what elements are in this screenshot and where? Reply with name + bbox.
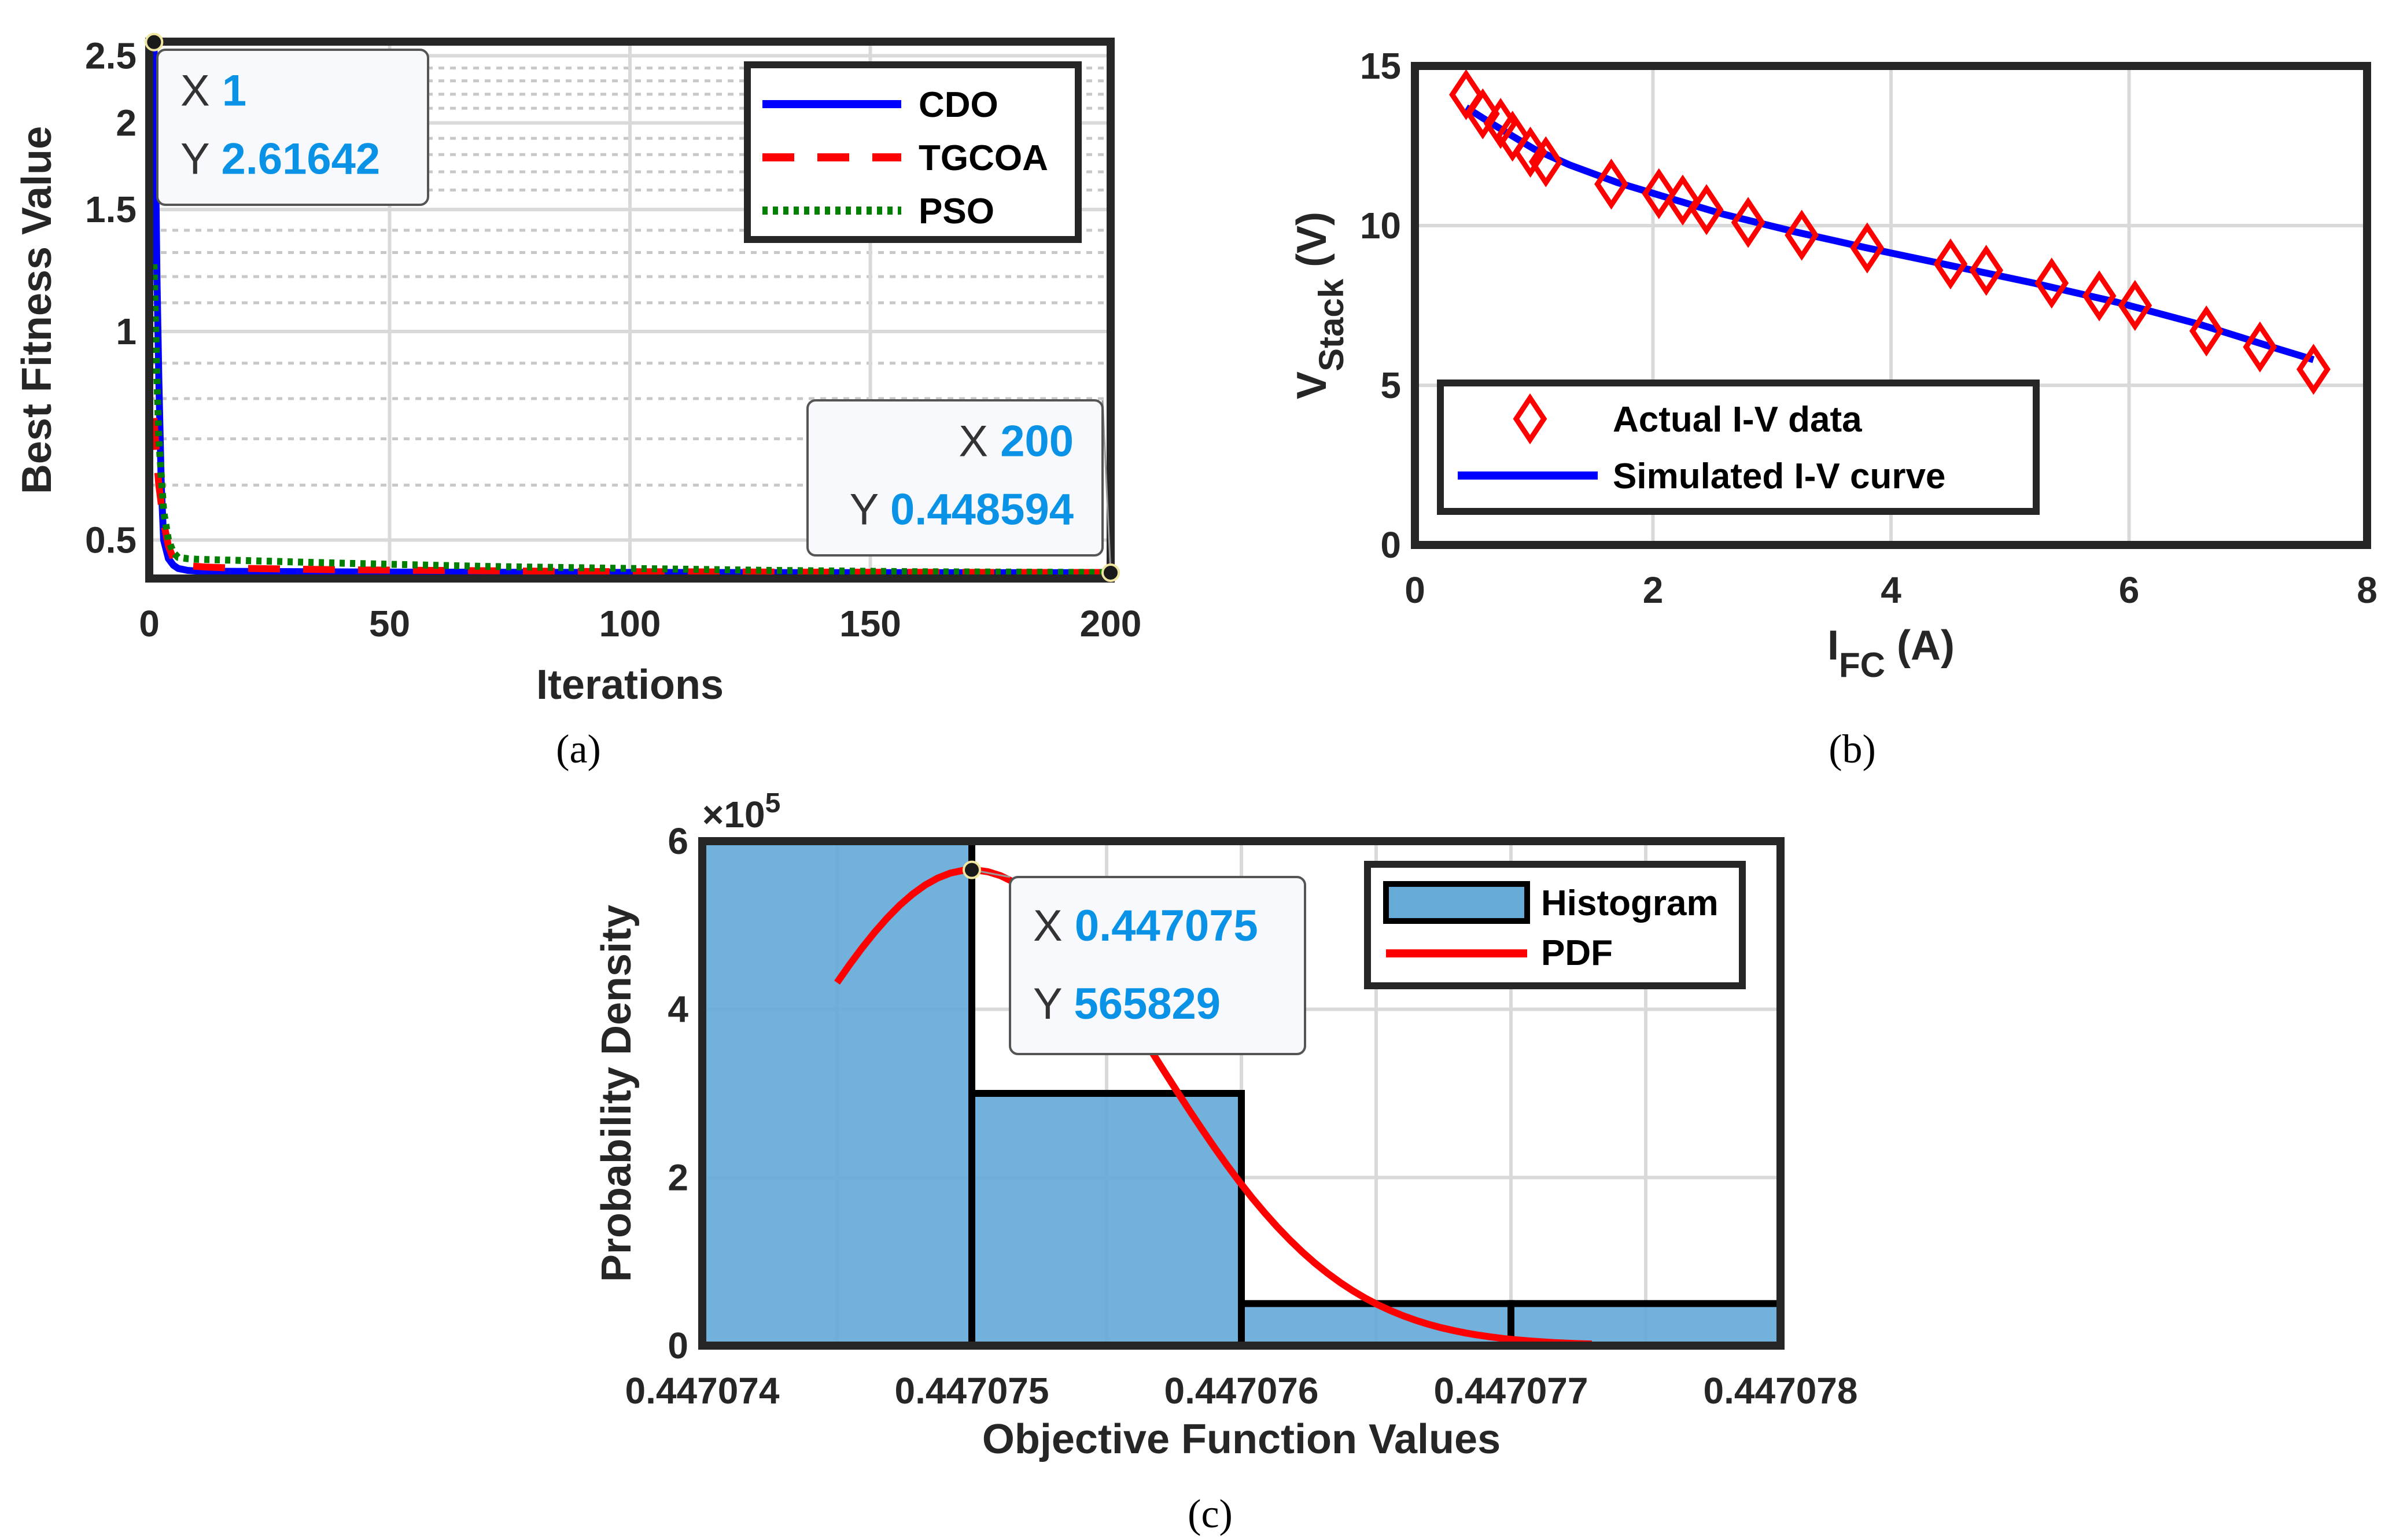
- a-legend: CDO TGCOA PSO: [744, 61, 1082, 243]
- b-actual-point: [1642, 168, 1676, 219]
- b-legend-box: [1437, 380, 2040, 515]
- b-actual-point: [1665, 174, 1700, 226]
- c-legend: Histogram PDF: [1364, 861, 1746, 989]
- a-datatip-2-box: [806, 399, 1104, 557]
- a-y-axis-label: Best Fitness Value: [14, 126, 60, 494]
- a-x-tick-label: 0: [139, 603, 160, 644]
- a-datatip-1-box: [156, 49, 429, 206]
- b-actual-point: [1513, 126, 1547, 178]
- b-x-tick-label: 8: [2357, 569, 2377, 611]
- a-axes-box: [145, 38, 1115, 583]
- a-y-tick-label: 2.5: [85, 35, 137, 76]
- b-actual-point: [1689, 184, 1724, 235]
- chart-b-iv-curve: 0 2 4 6 8 0 5 10 15 IFC (A) VStack (V) Actual I-V d…: [1289, 45, 2377, 772]
- a-caption: (a): [556, 727, 601, 772]
- a-x-tick-label: 200: [1080, 603, 1142, 644]
- b-axes-box: [1411, 62, 2371, 549]
- a-legend-box: [744, 61, 1082, 243]
- c-y-tick-label: 4: [668, 989, 688, 1030]
- c-legend-label-pdf: PDF: [1541, 933, 1613, 973]
- a-datatip-2-marker: [1101, 563, 1120, 582]
- a-datatip-1-marker: [145, 32, 164, 51]
- a-datatip-2-leader: [1101, 400, 1112, 573]
- c-legend-label-histogram: Histogram: [1541, 883, 1719, 923]
- a-x-tick-label: 50: [369, 603, 410, 644]
- b-x-tick-label: 2: [1643, 569, 1664, 611]
- a-y-tick-label: 1: [116, 311, 137, 352]
- b-actual-point: [1969, 245, 2004, 296]
- c-datatip-x-row: X 0.447075: [1033, 901, 1258, 950]
- b-y-tick-label: 5: [1380, 364, 1401, 406]
- c-datatip-box: [1009, 876, 1306, 1055]
- b-actual-point: [1731, 197, 1765, 248]
- a-legend-label-pso: PSO: [919, 191, 994, 231]
- c-y-tick-label: 2: [668, 1156, 688, 1198]
- c-datatip-marker: [963, 860, 981, 879]
- b-y-axis-label: VStack (V): [1289, 212, 1351, 399]
- b-actual-point: [1449, 69, 1483, 120]
- a-legend-label-cdo: CDO: [919, 85, 998, 125]
- c-caption: (c): [1188, 1492, 1233, 1537]
- b-actual-point: [1785, 209, 1819, 261]
- b-actual-point: [1933, 238, 1968, 290]
- a-x-tick-label: 150: [839, 603, 901, 644]
- a-x-tick-label: 100: [599, 603, 661, 644]
- a-y-tick-label: 1.5: [85, 189, 137, 230]
- b-actual-point: [1465, 88, 1500, 139]
- c-x-tick-label: 0.447078: [1704, 1370, 1858, 1412]
- c-y-tick-label: 6: [668, 820, 688, 862]
- chart-c-histogram: 0.447074 0.447075 0.447076 0.447077 0.447078…: [594, 788, 1857, 1537]
- b-actual-point: [2082, 270, 2117, 322]
- b-actual-point: [1528, 136, 1563, 187]
- b-y-tick-label: 15: [1360, 45, 1401, 87]
- b-actual-point: [2243, 321, 2277, 373]
- b-legend-label-simulated: Simulated I-V curve: [1613, 456, 1945, 496]
- c-y-axis-label: Probability Density: [594, 905, 640, 1282]
- a-series-pso: [150, 264, 1111, 576]
- b-x-tick-label: 0: [1405, 569, 1425, 611]
- b-x-tick-label: 6: [2119, 569, 2140, 611]
- c-legend-swatch-histogram: [1383, 881, 1530, 924]
- b-x-axis-label: IFC (A): [1827, 622, 1955, 684]
- b-actual-point: [1594, 159, 1628, 210]
- c-x-axis-label: Objective Function Values: [982, 1416, 1501, 1462]
- c-axes-box: [698, 837, 1785, 1350]
- c-x-tick-label: 0.447074: [625, 1370, 780, 1412]
- b-legend: Actual I-V data Simulated I-V curve: [1437, 380, 2040, 515]
- c-y-multiplier: ×105: [702, 788, 780, 835]
- b-actual-point: [2189, 305, 2224, 357]
- b-y-tick-label: 10: [1360, 205, 1401, 246]
- c-histogram-bar: [699, 838, 975, 1349]
- b-actual-point: [1850, 222, 1885, 274]
- a-datatip-1-y-row: Y 2.61642: [180, 134, 380, 183]
- c-x-tick-label: 0.447077: [1434, 1370, 1588, 1412]
- chart-a-convergence: 0 50 100 150 200 0.5 1 1.5 2 2.5 Iterations Best Fi…: [14, 32, 1142, 772]
- c-y-tick-label: 0: [668, 1325, 688, 1366]
- a-y-tick-label: 0.5: [85, 520, 137, 561]
- a-datatip-2-y-row: Y 0.448594: [850, 485, 1074, 534]
- b-actual-point: [2034, 257, 2069, 309]
- b-actual-point: [2118, 279, 2152, 331]
- c-x-tick-label: 0.447076: [1164, 1370, 1319, 1412]
- b-legend-label-actual: Actual I-V data: [1613, 400, 1862, 440]
- b-actual-point: [2297, 344, 2331, 395]
- a-legend-label-tgcoa: TGCOA: [919, 138, 1048, 178]
- a-datatip-2-x-row: X 200: [959, 417, 1074, 466]
- b-actual-point: [1495, 110, 1530, 162]
- c-datatip-y-row: Y 565829: [1033, 979, 1221, 1029]
- b-y-tick-label: 0: [1380, 524, 1401, 566]
- b-x-tick-label: 4: [1881, 569, 1901, 611]
- c-x-tick-label: 0.447075: [895, 1370, 1049, 1412]
- b-caption: (b): [1829, 727, 1876, 772]
- c-histogram-bar: [1238, 1300, 1514, 1349]
- a-y-tick-label: 2: [116, 102, 137, 143]
- a-datatip-1-x-row: X 1: [180, 66, 246, 115]
- a-x-axis-label: Iterations: [536, 662, 724, 708]
- b-legend-marker-actual: [1513, 393, 1547, 445]
